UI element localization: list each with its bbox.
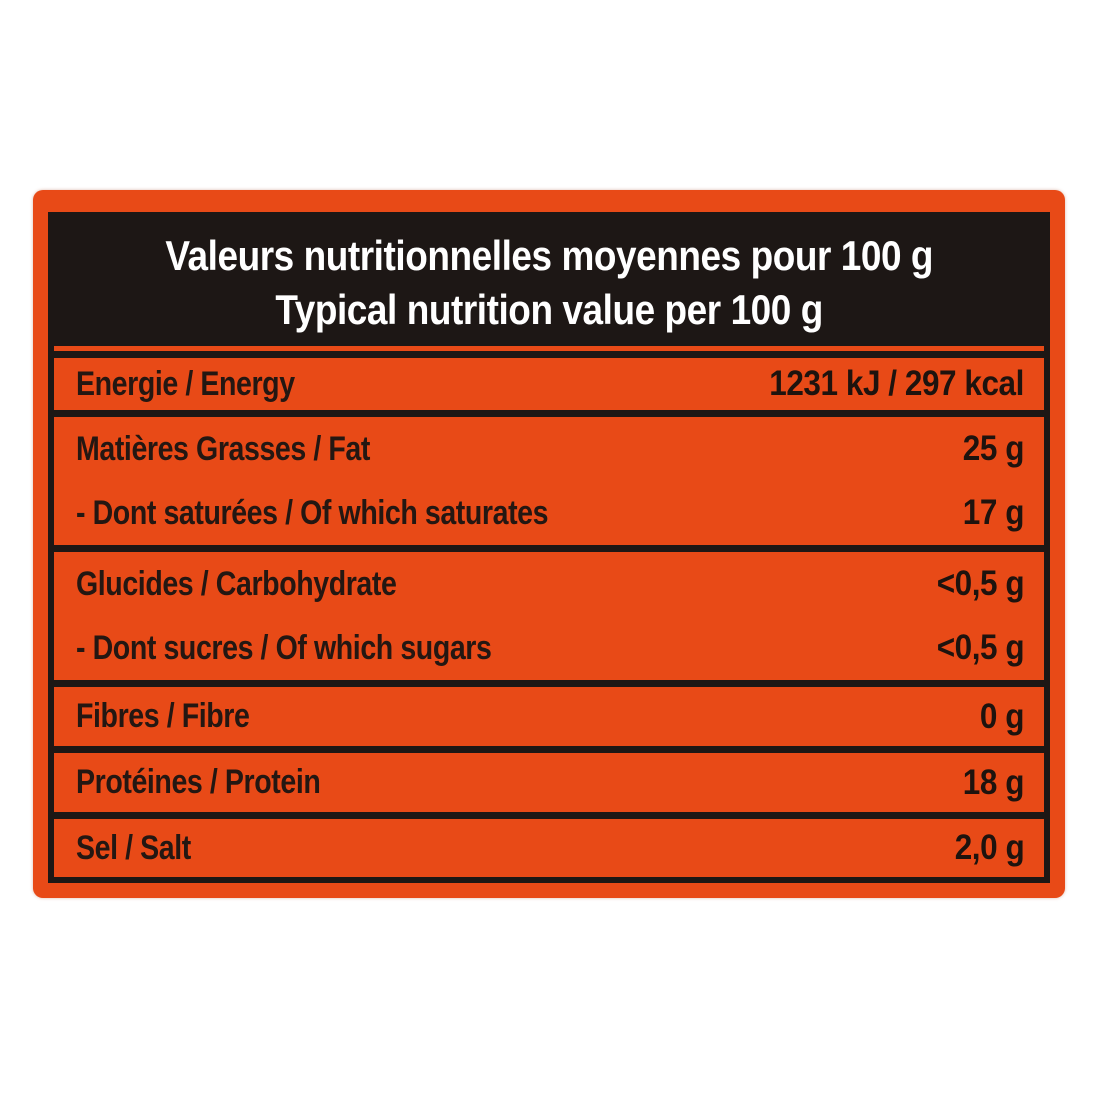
- row-label: Glucides / Carbohydrate: [76, 564, 397, 603]
- row-value: 18 g: [962, 762, 1025, 802]
- table-row-salt: Sel / Salt 2,0 g: [54, 819, 1044, 877]
- row-label: - Dont saturées / Of which saturates: [76, 493, 549, 532]
- header-title-french: Valeurs nutritionnelles moyennes pour 10…: [165, 232, 933, 279]
- table-row-energy: Energie / Energy 1231 kJ / 297 kcal: [54, 358, 1044, 410]
- row-value: <0,5 g: [936, 628, 1025, 667]
- row-value: 0 g: [979, 696, 1025, 736]
- row-separator: [54, 746, 1044, 753]
- row-label: Energie / Energy: [76, 364, 295, 403]
- header-gap: [54, 346, 1044, 351]
- table-row-saturates: - Dont saturées / Of which saturates 17 …: [54, 481, 1044, 545]
- row-label: Matières Grasses / Fat: [76, 429, 370, 468]
- row-separator: [54, 351, 1044, 358]
- row-separator: [54, 812, 1044, 819]
- row-separator: [54, 410, 1044, 417]
- nutrition-table: Valeurs nutritionnelles moyennes pour 10…: [48, 212, 1050, 883]
- row-label: Protéines / Protein: [76, 763, 321, 801]
- row-value: 17 g: [962, 493, 1025, 532]
- table-row-fibre: Fibres / Fibre 0 g: [54, 687, 1044, 746]
- table-row-fat: Matières Grasses / Fat 25 g: [54, 417, 1044, 481]
- row-label: Sel / Salt: [76, 828, 191, 867]
- row-separator: [54, 545, 1044, 552]
- nutrition-label-card: Valeurs nutritionnelles moyennes pour 10…: [33, 190, 1065, 898]
- table-row-sugars: - Dont sucres / Of which sugars <0,5 g: [54, 616, 1044, 680]
- row-value: 2,0 g: [954, 828, 1024, 867]
- row-label: Fibres / Fibre: [76, 697, 250, 735]
- table-row-carbohydrate: Glucides / Carbohydrate <0,5 g: [54, 552, 1044, 616]
- row-label: - Dont sucres / Of which sugars: [76, 628, 492, 667]
- row-value: 25 g: [962, 429, 1025, 468]
- row-value: 1231 kJ / 297 kcal: [769, 364, 1024, 403]
- row-value: <0,5 g: [936, 564, 1025, 603]
- header-title-english: Typical nutrition value per 100 g: [275, 286, 823, 333]
- nutrition-table-header: Valeurs nutritionnelles moyennes pour 10…: [53, 217, 1045, 347]
- row-separator: [54, 680, 1044, 687]
- table-row-protein: Protéines / Protein 18 g: [54, 753, 1044, 812]
